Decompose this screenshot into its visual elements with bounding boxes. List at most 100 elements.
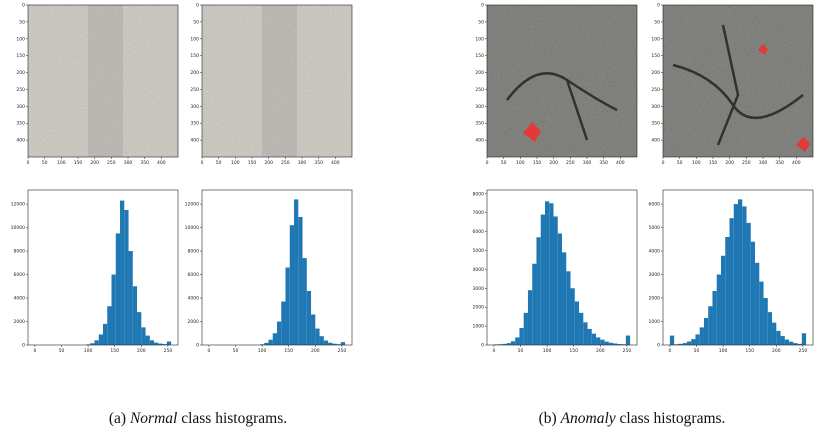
hist-bar: [527, 290, 533, 345]
hist-bar: [625, 335, 631, 345]
caption-label: (a): [109, 410, 126, 427]
x-tick-label: 400: [157, 160, 166, 166]
x-tick-label: 400: [616, 160, 625, 166]
y-tick-label: 350: [475, 121, 484, 127]
y-tick-label: 350: [190, 121, 199, 127]
hist-bar: [557, 233, 562, 345]
y-tick-label: 0: [22, 3, 25, 9]
photo-texture: [487, 5, 637, 157]
y-tick-label: 300: [475, 104, 484, 110]
x-tick-label: 400: [331, 160, 340, 166]
hist-bar: [162, 344, 167, 345]
y-tick-label: 200: [651, 70, 660, 76]
y-tick-label: 400: [16, 138, 25, 144]
y-tick-label: 0: [22, 343, 25, 349]
hist-bar: [523, 312, 528, 345]
x-tick-label: 150: [110, 348, 119, 354]
hist-bar: [498, 344, 503, 345]
hist-bar: [596, 337, 601, 345]
image-frame: [486, 4, 638, 158]
x-tick-label: 150: [709, 160, 718, 166]
x-tick-label: 250: [281, 160, 290, 166]
y-tick-label: 2000: [473, 305, 485, 311]
hist-bar: [604, 341, 609, 345]
x-tick-label: 250: [107, 160, 116, 166]
hist-bar: [302, 258, 307, 345]
hist-bar: [544, 201, 550, 345]
y-tick-label: 3000: [473, 286, 485, 292]
x-tick-label: 200: [549, 160, 558, 166]
x-tick-label: 100: [84, 348, 93, 354]
hist-bar: [742, 206, 747, 345]
hist-bar: [587, 328, 592, 345]
hist-bar: [166, 341, 172, 345]
hist-bar: [532, 263, 537, 345]
x-tick-label: 350: [314, 160, 323, 166]
x-tick-label: 250: [799, 348, 808, 354]
hist-bar: [763, 298, 768, 345]
hist-bar: [621, 344, 626, 345]
hist-bar: [502, 343, 507, 345]
x-tick-label: 100: [57, 160, 66, 166]
hist-bar: [311, 314, 316, 345]
hist-bar: [272, 333, 277, 345]
x-tick-label: 150: [745, 348, 754, 354]
hist-bar: [90, 343, 95, 345]
image-frame: [662, 4, 814, 158]
y-tick-label: 100: [16, 36, 25, 42]
y-tick-label: 0: [657, 3, 660, 9]
hist-bar: [103, 323, 108, 345]
y-tick-label: 4000: [188, 296, 200, 302]
hist-bar: [712, 290, 717, 345]
y-tick-label: 150: [16, 53, 25, 59]
x-tick-label: 200: [137, 348, 146, 354]
caption: (a) Normal class histograms.: [109, 410, 287, 427]
plot-frame: [486, 189, 638, 346]
hist-bar: [98, 334, 103, 345]
y-tick-label: 1000: [473, 324, 485, 330]
y-tick-label: 1000: [649, 319, 661, 325]
hist-bar: [674, 344, 679, 345]
y-tick-label: 50: [19, 19, 25, 25]
x-tick-label: 0: [668, 348, 671, 354]
y-tick-label: 2000: [188, 319, 200, 325]
y-tick-label: 0: [481, 3, 484, 9]
y-tick-label: 0: [196, 343, 199, 349]
hist-bar: [767, 312, 773, 345]
x-tick-label: 100: [719, 348, 728, 354]
hist-bar: [682, 343, 687, 345]
hist-bar: [613, 343, 618, 345]
hist-bar: [294, 199, 299, 345]
photo-leaf: [523, 122, 541, 142]
x-tick-label: 150: [284, 348, 293, 354]
x-tick-label: 300: [583, 160, 592, 166]
hist-bar: [158, 343, 163, 345]
hist-bar: [145, 335, 150, 345]
y-tick-label: 12000: [11, 202, 25, 208]
photo-texture: [28, 5, 178, 157]
hist-bar: [583, 322, 588, 345]
hist-bar: [695, 334, 700, 345]
x-tick-label: 200: [725, 160, 734, 166]
x-tick-label: 150: [74, 160, 83, 166]
hist-bar: [797, 343, 802, 345]
hist-bar: [729, 218, 734, 345]
hist-bar: [540, 214, 545, 345]
photo-leaf: [758, 44, 768, 55]
x-tick-label: 50: [59, 348, 65, 354]
y-tick-label: 12000: [185, 202, 199, 208]
caption-emphasis: Anomaly: [560, 410, 616, 427]
x-tick-label: 50: [694, 348, 700, 354]
hist-bar: [120, 200, 125, 345]
x-tick-label: 0: [662, 160, 665, 166]
y-tick-label: 2000: [649, 296, 661, 302]
x-tick-label: 50: [677, 160, 683, 166]
hist-bar: [755, 262, 760, 345]
hist-bar: [570, 288, 575, 345]
y-tick-label: 5000: [649, 225, 661, 231]
y-tick-label: 200: [16, 70, 25, 76]
hist-bar: [281, 301, 286, 345]
hist-bar: [703, 317, 709, 345]
y-tick-label: 300: [651, 104, 660, 110]
hist-bar: [759, 281, 764, 345]
